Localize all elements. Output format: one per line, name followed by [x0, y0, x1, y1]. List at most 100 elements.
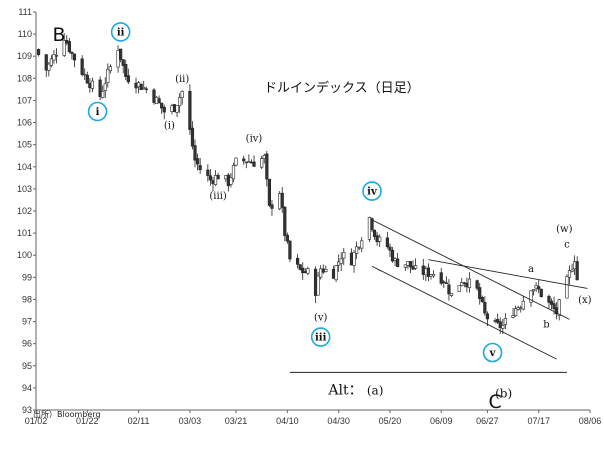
- candle: [385, 231, 389, 249]
- y-tick-label: 106: [17, 118, 32, 128]
- candle: [83, 68, 87, 80]
- candle: [288, 240, 292, 263]
- wave-label-text: i: [96, 107, 100, 118]
- y-tick-label: 96: [22, 339, 32, 349]
- candle: [324, 265, 328, 273]
- candle: [539, 288, 543, 298]
- candle: [260, 155, 264, 170]
- y-tick-label: 97: [22, 317, 32, 327]
- x-tick-label: 07/17: [527, 416, 550, 426]
- candle: [355, 241, 359, 259]
- candle: [485, 311, 490, 327]
- candle: [213, 170, 218, 186]
- wave-label: (i): [164, 120, 175, 131]
- y-tick-label: 103: [17, 184, 32, 194]
- y-tick-label: 94: [22, 383, 32, 393]
- candle: [267, 178, 271, 208]
- wave-label-text: c: [564, 240, 570, 251]
- candle: [80, 55, 84, 77]
- candle: [124, 59, 128, 81]
- candle: [62, 33, 66, 58]
- candle: [172, 103, 177, 113]
- candle: [175, 105, 179, 118]
- candle: [503, 313, 507, 330]
- wave-label-text: iii: [315, 333, 327, 344]
- x-tick-label: 02/11: [128, 416, 150, 426]
- alt-annotation: Alt： (a) (b): [289, 371, 567, 400]
- candle: [475, 279, 479, 291]
- wave-label: ii: [110, 22, 131, 42]
- candle: [193, 139, 197, 168]
- wave-label-text: a: [528, 264, 534, 275]
- candle: [103, 77, 107, 98]
- candle: [531, 288, 536, 296]
- candle: [90, 77, 95, 93]
- alt-a-label: (a): [367, 383, 384, 397]
- candle: [342, 248, 346, 266]
- candle: [370, 217, 374, 233]
- candle: [278, 191, 282, 211]
- chart-title: ドルインデックス（日足）: [264, 80, 420, 96]
- candle: [460, 277, 464, 287]
- wave-label: (x): [578, 295, 592, 306]
- x-tick-label: 06/09: [430, 416, 453, 426]
- candle: [188, 84, 192, 135]
- wave-label-text: (ii): [175, 74, 189, 85]
- candle: [413, 258, 418, 271]
- candle: [390, 247, 395, 263]
- candlestick-series: [36, 33, 579, 335]
- x-tick-label: 08/06: [579, 416, 602, 426]
- candle: [98, 76, 102, 101]
- y-tick-label: 107: [17, 95, 32, 105]
- candle: [216, 172, 220, 180]
- candle: [431, 270, 436, 278]
- x-tick-label: 03/03: [179, 416, 202, 426]
- wave-circle: [87, 101, 108, 122]
- candle: [152, 88, 156, 105]
- candle: [306, 266, 310, 276]
- x-tick-label: 04/10: [276, 416, 299, 426]
- wave-label: iv: [362, 181, 382, 201]
- candle: [36, 48, 41, 57]
- trend-lines: [371, 219, 588, 360]
- candle: [514, 305, 518, 317]
- candle: [403, 264, 407, 271]
- y-tick-label: 99: [22, 272, 32, 282]
- candle: [511, 307, 515, 319]
- candle: [449, 293, 454, 297]
- wave-label: v: [482, 342, 503, 363]
- candle: [467, 272, 472, 293]
- candle: [457, 285, 461, 292]
- candle: [231, 162, 236, 183]
- candle: [121, 59, 125, 74]
- candle: [252, 155, 256, 167]
- wave-label-text: v: [489, 348, 497, 359]
- wave-label-text: (x): [578, 295, 592, 306]
- candle: [521, 295, 525, 311]
- candle: [396, 253, 400, 268]
- wave-circle: [362, 181, 382, 201]
- candle: [447, 279, 451, 301]
- source-note: 出所）Bloomberg: [33, 409, 101, 419]
- wave-label: C: [488, 391, 501, 413]
- candle: [178, 93, 182, 113]
- wave-circle: [310, 327, 331, 347]
- candle: [316, 271, 320, 296]
- candle: [85, 71, 89, 84]
- y-tick-label: 104: [17, 162, 32, 172]
- candle: [480, 295, 484, 303]
- wave-label: (v): [314, 313, 328, 324]
- y-tick-label: 93: [22, 405, 32, 415]
- y-tick-label: 109: [17, 51, 32, 61]
- candle: [67, 38, 71, 54]
- candle: [575, 256, 579, 281]
- candle: [339, 252, 343, 272]
- candle: [70, 51, 74, 60]
- wave-label-text: (iv): [246, 134, 263, 145]
- candle: [537, 279, 541, 294]
- candle: [442, 280, 446, 289]
- wave-label: B: [53, 24, 66, 46]
- candle: [388, 243, 392, 257]
